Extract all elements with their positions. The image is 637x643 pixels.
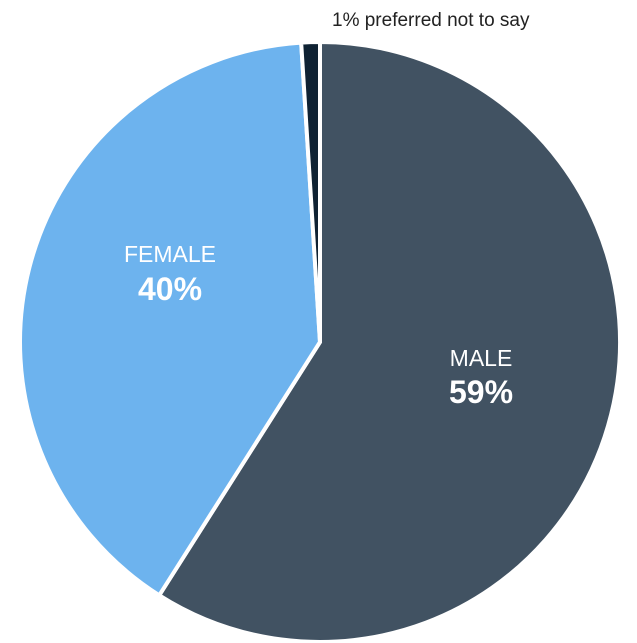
slice-label-male-name: MALE: [450, 345, 513, 371]
pie-slice-male: [156, 39, 622, 643]
pie-slice-preferred-not-to-say: [299, 39, 322, 343]
callout-label-not-say: 1% preferred not to say: [332, 10, 530, 31]
pie-slices: [18, 39, 622, 643]
pie-labels: MALE 59% FEMALE 40% 1% preferred not to …: [124, 10, 530, 410]
slice-label-female-value: 40%: [138, 271, 202, 307]
slice-label-male-value: 59%: [449, 374, 513, 410]
slice-label-female-name: FEMALE: [124, 241, 216, 267]
pie-slice-female: [18, 40, 323, 599]
